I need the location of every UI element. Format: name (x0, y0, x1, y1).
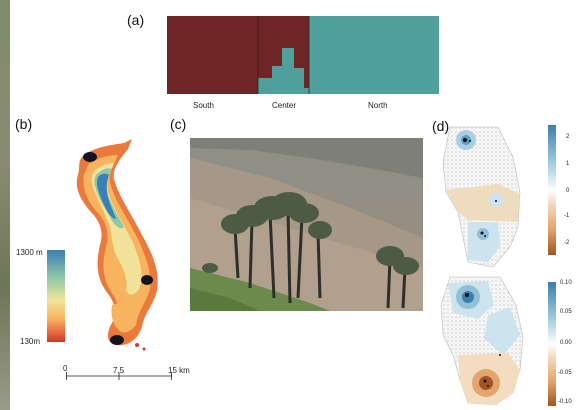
sample-site-south (110, 335, 124, 345)
top-legend-tick-3: 0 (566, 188, 570, 194)
panel-c-label: (c) (170, 116, 187, 132)
bottom-legend-tick-3: 0.00 (560, 340, 572, 346)
group-label-south: South (193, 101, 214, 110)
top-legend-tick-2: 1 (566, 161, 570, 167)
elevation-legend-min: 130m (20, 337, 41, 346)
elevation-band-south (111, 303, 131, 332)
palm-trunks (233, 209, 407, 309)
palm-crowns (202, 192, 419, 275)
structure-barplot (167, 16, 439, 94)
bottom-legend-tick-4: -0.05 (558, 370, 572, 376)
diversity-map-top (438, 122, 538, 272)
islet-1 (135, 343, 139, 347)
bottom-legend-tick-2: 0.05 (560, 309, 572, 315)
sample-site-center (141, 275, 153, 285)
group-label-center: Center (272, 101, 297, 110)
diversity-legend-top-bar (548, 125, 556, 255)
south-cluster-bar (167, 16, 258, 94)
panel-b-label: (b) (15, 116, 33, 132)
bottom-legend-tick-1: 0.10 (560, 280, 572, 286)
islet-2 (142, 347, 146, 351)
palm-photo (190, 138, 423, 311)
panel-d-label: (d) (432, 118, 450, 134)
top-legend-tick-4: -1 (564, 213, 570, 219)
panel-a-label: (a) (127, 12, 145, 28)
top-legend-tick-1: 2 (566, 134, 570, 140)
elevation-legend-max: 1300 m (16, 248, 43, 257)
top-legend-tick-5: -2 (564, 240, 570, 246)
scale-bar (66, 372, 172, 382)
center-cluster2-bars (258, 48, 309, 94)
scale-tick-15: 15 km (168, 366, 190, 375)
scale-tick-0: 0 (63, 364, 68, 373)
elevation-legend-bar (47, 250, 65, 342)
sample-site-north (83, 152, 97, 162)
bottom-legend-tick-5: -0.10 (558, 399, 572, 405)
group-label-north: North (368, 101, 388, 110)
diversity-legend-bottom-bar (548, 282, 556, 406)
left-edge-photo-strip (0, 0, 10, 410)
elevation-band-4 (97, 173, 116, 219)
scale-tick-7-5: 7.5 (113, 366, 125, 375)
diversity-map-bottom (438, 275, 538, 407)
island-elevation-map (40, 135, 180, 365)
